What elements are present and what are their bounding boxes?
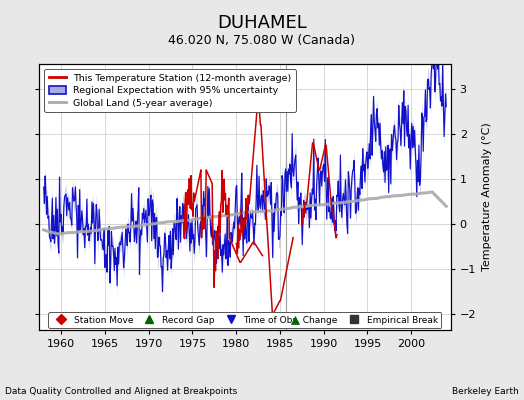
Text: Data Quality Controlled and Aligned at Breakpoints: Data Quality Controlled and Aligned at B… <box>5 387 237 396</box>
Text: DUHAMEL: DUHAMEL <box>217 14 307 32</box>
Legend: Station Move, Record Gap, Time of Obs. Change, Empirical Break: Station Move, Record Gap, Time of Obs. C… <box>48 312 442 328</box>
Y-axis label: Temperature Anomaly (°C): Temperature Anomaly (°C) <box>482 123 492 271</box>
Text: 46.020 N, 75.080 W (Canada): 46.020 N, 75.080 W (Canada) <box>169 34 355 47</box>
Text: Berkeley Earth: Berkeley Earth <box>452 387 519 396</box>
